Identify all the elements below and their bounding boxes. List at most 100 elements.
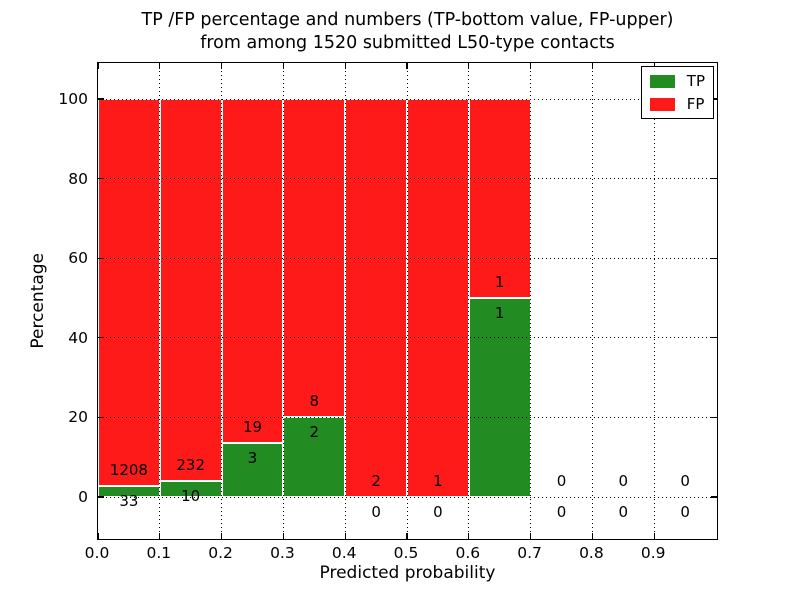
y-tick-label: 100 xyxy=(58,90,88,108)
gridline-horizontal xyxy=(98,416,717,418)
bar-annotations-layer: 1208 33 232 10 19 3 8 2 2 0 1 0 1 1 0 0 0 0 0 0 xyxy=(98,63,717,539)
y-tick-mark xyxy=(98,416,104,419)
chart-title-line1: TP /FP percentage and numbers (TP-bottom… xyxy=(141,10,674,30)
gridline-vertical xyxy=(530,63,532,539)
x-tick-mark xyxy=(530,533,532,539)
tp-count-label: 1 xyxy=(494,304,505,322)
x-tick-mark-top xyxy=(406,63,408,69)
fp-count-label: 0 xyxy=(556,472,567,490)
gridline-vertical xyxy=(282,63,284,539)
y-tick-mark xyxy=(98,496,104,498)
x-tick-mark xyxy=(344,533,346,539)
y-tick-label: 80 xyxy=(68,169,88,188)
x-tick-mark-top xyxy=(282,63,285,69)
y-tick-mark xyxy=(98,337,104,339)
legend-item-fp: FP xyxy=(649,94,705,114)
x-tick-mark-top xyxy=(159,63,161,69)
tp-count-label: 0 xyxy=(433,503,443,521)
plot-area: 1208 33 232 10 19 3 8 2 2 0 1 0 1 1 0 0 0 0 0 0 TP FP xyxy=(97,62,718,540)
tp-legend-label: TP xyxy=(686,72,705,90)
gridline-vertical xyxy=(591,63,593,539)
fp-count-label: 19 xyxy=(242,417,263,436)
fp-count-label: 1 xyxy=(494,273,505,291)
gridline-horizontal xyxy=(98,496,717,498)
tp-count-label: 3 xyxy=(247,448,258,467)
y-tick-mark-right xyxy=(711,98,717,100)
tp-count-label: 0 xyxy=(618,503,629,521)
x-tick-mark xyxy=(97,533,99,539)
x-tick-label: 0.2 xyxy=(208,544,233,562)
y-tick-mark xyxy=(98,98,104,100)
fp-count-label: 0 xyxy=(618,472,629,490)
fp-count-label: 2 xyxy=(371,472,381,490)
gridline-vertical xyxy=(159,63,161,539)
x-tick-mark xyxy=(159,533,161,539)
tp-count-label: 10 xyxy=(181,486,201,505)
x-tick-label: 0.1 xyxy=(146,544,172,562)
x-tick-mark-top xyxy=(344,63,346,69)
fp-bar-segment xyxy=(468,99,531,298)
y-tick-mark xyxy=(98,257,104,259)
tp-count-label: 2 xyxy=(309,423,320,442)
y-tick-mark xyxy=(98,178,104,180)
x-tick-mark-top xyxy=(97,63,99,69)
x-tick-label: 0.9 xyxy=(640,544,666,562)
x-tick-mark xyxy=(406,533,408,539)
tp-count-label: 33 xyxy=(119,492,139,511)
tp-count-label: 0 xyxy=(556,503,567,521)
gridline-horizontal xyxy=(98,98,717,100)
x-tick-label: 0.0 xyxy=(84,544,110,562)
legend-item-tp: TP xyxy=(649,71,705,91)
gridline-horizontal xyxy=(98,178,717,180)
y-tick-label: 0 xyxy=(78,488,88,506)
chart-title: TP /FP percentage and numbers (TP-bottom… xyxy=(97,9,718,54)
x-tick-label: 0.5 xyxy=(393,544,419,562)
fp-count-label: 1 xyxy=(433,472,443,490)
fp-legend-swatch xyxy=(649,97,675,111)
y-tick-mark-right xyxy=(711,496,717,498)
x-axis-tick-labels: 0.0 0.1 0.2 0.3 0.4 0.5 0.6 0.7 0.8 0.9 xyxy=(85,544,718,564)
gridline-vertical xyxy=(406,63,408,539)
x-axis-label: Predicted probability xyxy=(319,563,496,583)
y-tick-mark-right xyxy=(711,337,717,339)
x-tick-mark xyxy=(468,533,470,539)
fp-count-label: 0 xyxy=(680,472,690,490)
y-tick-label: 60 xyxy=(68,249,88,268)
y-tick-mark-right xyxy=(711,257,717,259)
x-tick-label: 0.8 xyxy=(579,544,604,562)
y-tick-label: 20 xyxy=(68,408,88,427)
y-tick-label: 40 xyxy=(68,328,88,347)
chart-title-line2: from among 1520 submitted L50-type conta… xyxy=(200,32,615,53)
y-axis-tick-labels: 0 20 40 60 80 100 xyxy=(0,62,88,540)
legend: TP FP xyxy=(640,66,714,119)
x-tick-mark-top xyxy=(530,63,532,69)
tp-count-label: 0 xyxy=(371,503,381,521)
gridline-vertical xyxy=(468,63,470,539)
x-tick-label: 0.3 xyxy=(270,544,295,562)
gridline-horizontal xyxy=(98,257,717,259)
gridline-vertical xyxy=(653,63,655,539)
grid-layer xyxy=(98,63,717,539)
x-tick-label: 0.4 xyxy=(331,544,357,562)
fp-count-label: 8 xyxy=(309,392,320,411)
gridline-horizontal xyxy=(98,337,717,339)
y-tick-mark-right xyxy=(711,416,717,419)
fp-count-label: 232 xyxy=(176,455,206,474)
x-tick-label: 0.6 xyxy=(455,544,481,562)
gridline-vertical xyxy=(221,63,223,539)
x-tick-mark xyxy=(221,533,223,539)
x-tick-mark xyxy=(653,533,655,539)
gridline-vertical xyxy=(344,63,346,539)
fp-legend-label: FP xyxy=(686,95,705,113)
tp-legend-swatch xyxy=(649,74,675,88)
x-tick-mark xyxy=(282,533,285,539)
tp-count-label: 0 xyxy=(680,503,690,521)
x-tick-label: 0.7 xyxy=(517,544,542,562)
x-tick-mark-top xyxy=(591,63,594,69)
x-tick-mark-top xyxy=(468,63,470,69)
y-tick-mark-right xyxy=(711,178,717,180)
fp-count-label: 1208 xyxy=(109,461,148,480)
x-tick-mark-top xyxy=(221,63,223,69)
x-tick-mark xyxy=(591,533,594,539)
